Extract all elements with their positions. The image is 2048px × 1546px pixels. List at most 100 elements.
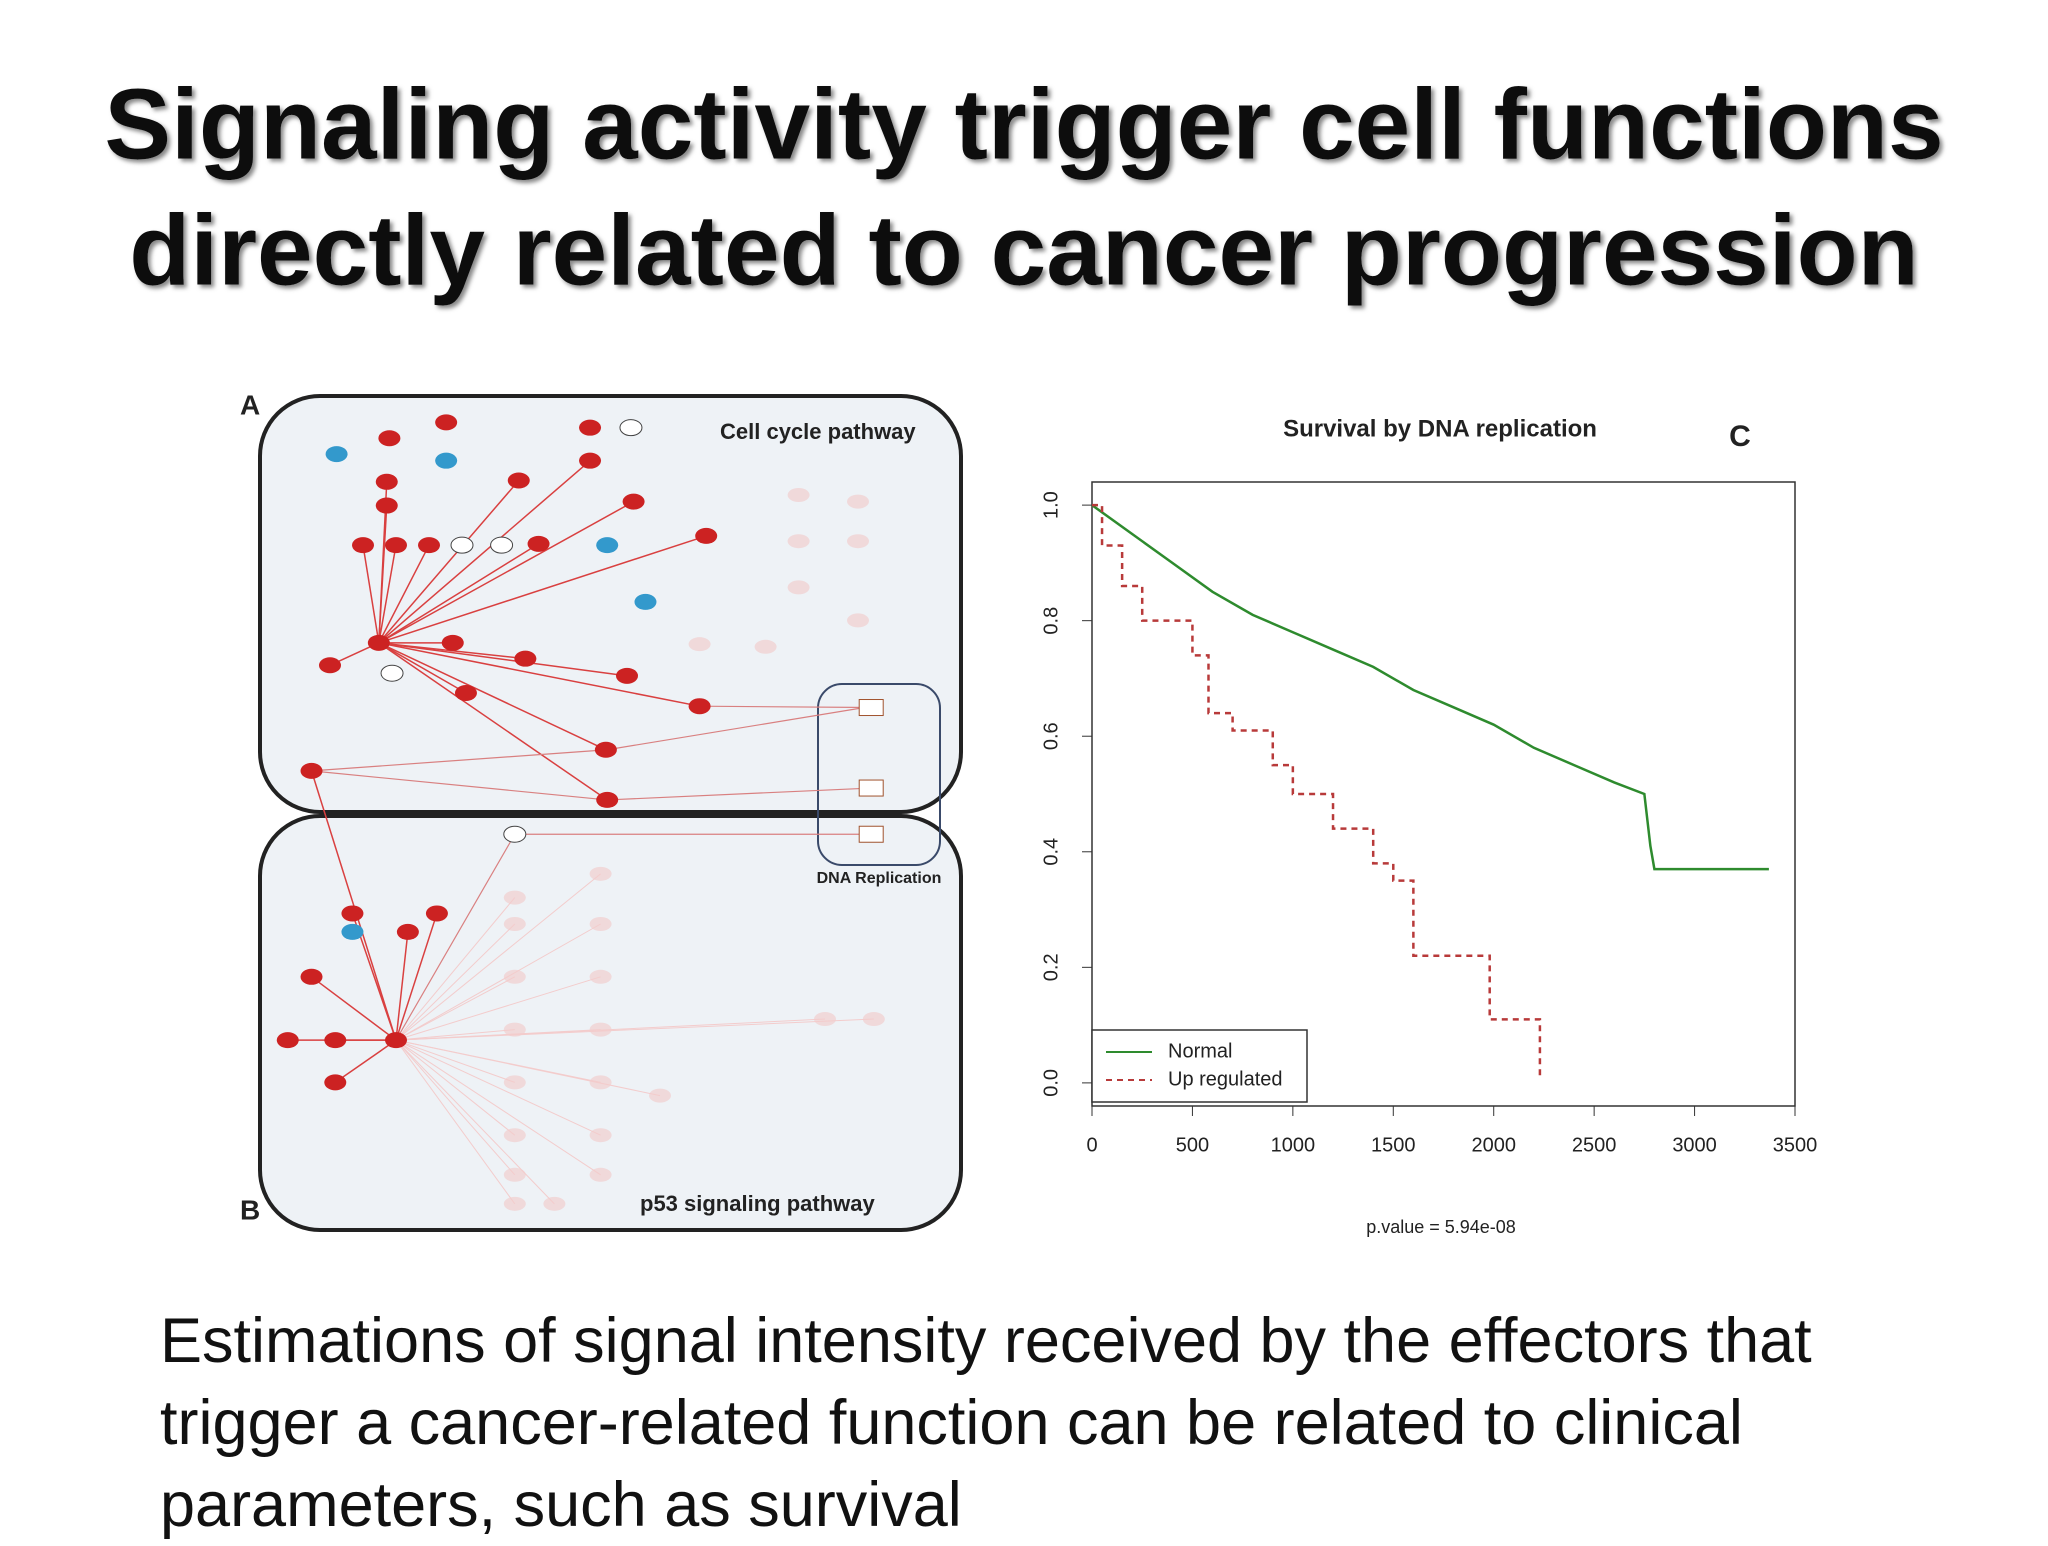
panel-label: C <box>1729 420 1751 453</box>
node <box>367 634 390 651</box>
node <box>324 1074 347 1091</box>
node <box>514 650 537 667</box>
edge <box>378 500 634 644</box>
plot-frame <box>1091 481 1796 1107</box>
faint-edge <box>395 1039 516 1205</box>
title-line: directly related to cancer progression <box>129 194 1919 306</box>
edge <box>378 543 539 644</box>
p-value: p.value = 5.94e-08 <box>1366 1217 1516 1237</box>
pathway-diagram <box>258 394 963 1232</box>
edge <box>378 535 707 644</box>
faint-node <box>688 637 711 652</box>
slide: Signaling activity trigger cell function… <box>104 68 1943 1237</box>
edge <box>362 545 380 643</box>
edge <box>378 505 388 643</box>
edge <box>395 913 438 1041</box>
node <box>300 762 323 779</box>
node <box>579 419 602 436</box>
faint-edge <box>395 873 601 1041</box>
edge <box>378 479 520 644</box>
node <box>352 537 374 554</box>
body-text: Estimations of signal intensity received… <box>160 1306 1812 1540</box>
node <box>276 1032 299 1049</box>
node <box>375 497 398 514</box>
node <box>594 741 617 758</box>
faint-node <box>787 534 810 549</box>
faint-edge <box>395 976 601 1041</box>
node <box>858 825 884 843</box>
x-tick-label: 2000 <box>1471 1134 1516 1156</box>
edge <box>378 642 700 707</box>
edge <box>334 1039 397 1084</box>
faint-edge <box>395 1039 601 1136</box>
faint-edge <box>395 1018 874 1041</box>
node <box>490 536 514 554</box>
node <box>380 664 404 682</box>
edge <box>378 642 607 751</box>
faint-node <box>847 613 869 628</box>
node <box>450 536 474 554</box>
node <box>503 825 527 843</box>
edge <box>395 833 516 1041</box>
edge <box>378 642 608 801</box>
panel-label: B <box>240 1194 260 1225</box>
faint-edge <box>395 923 601 1041</box>
x-tick-label: 2500 <box>1572 1134 1617 1156</box>
faint-edge <box>395 1039 516 1176</box>
x-tick-label: 3000 <box>1672 1134 1717 1156</box>
faint-edge <box>395 1039 601 1176</box>
node <box>396 923 419 940</box>
node <box>596 537 619 554</box>
pathway-label: p53 signaling pathway <box>640 1191 875 1216</box>
faint-node <box>787 580 810 595</box>
legend-box <box>1091 1029 1308 1103</box>
node <box>325 446 348 463</box>
node <box>418 537 440 554</box>
node <box>385 1032 407 1049</box>
x-tick-label: 1000 <box>1271 1134 1316 1156</box>
node <box>341 905 364 922</box>
legend-label: Up regulated <box>1168 1068 1283 1090</box>
faint-edge <box>395 897 516 1041</box>
faint-node <box>847 494 869 509</box>
faint-node <box>847 534 869 549</box>
dna-replication-box <box>817 683 941 866</box>
pathway-label: Cell cycle pathway <box>720 419 916 444</box>
y-tick-label: 0.6 <box>1040 722 1062 750</box>
edge <box>378 545 397 643</box>
y-tick-label: 0.8 <box>1040 607 1062 635</box>
panel-label: A <box>240 389 260 420</box>
node <box>507 472 530 489</box>
faint-node <box>754 639 777 654</box>
edge <box>378 460 591 644</box>
edge <box>378 544 430 644</box>
node <box>688 698 711 715</box>
node <box>375 473 398 490</box>
pathway-label: DNA Replication <box>817 870 942 887</box>
node <box>441 634 464 651</box>
y-tick-label: 1.0 <box>1040 491 1062 519</box>
faint-edge <box>395 976 516 1041</box>
node <box>858 779 884 797</box>
cell-cycle-box <box>258 394 963 814</box>
edge <box>607 706 865 751</box>
x-tick-label: 0 <box>1086 1134 1097 1156</box>
node <box>596 791 619 808</box>
node <box>619 419 643 437</box>
legend-label: Normal <box>1168 1040 1232 1062</box>
node <box>300 968 323 985</box>
faint-edge <box>395 1039 515 1083</box>
node <box>616 667 638 684</box>
edge <box>699 705 872 709</box>
chart-title: Survival by DNA replication <box>1283 415 1597 442</box>
survival-curve <box>1092 503 1542 1078</box>
faint-edge <box>395 1039 555 1205</box>
y-tick-label: 0.0 <box>1040 1069 1062 1097</box>
faint-edge <box>395 923 516 1041</box>
x-tick-label: 1500 <box>1371 1134 1416 1156</box>
edge <box>311 749 608 772</box>
faint-edge <box>395 1039 516 1136</box>
edge <box>607 787 872 801</box>
node <box>324 1032 347 1049</box>
faint-node <box>787 488 810 502</box>
